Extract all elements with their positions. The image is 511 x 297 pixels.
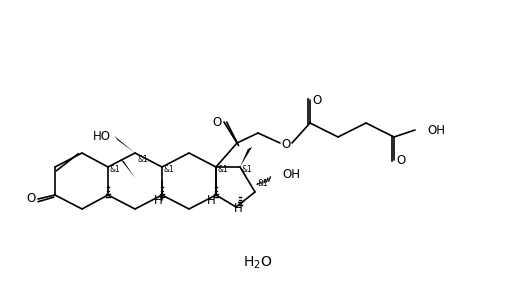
Polygon shape <box>240 147 252 167</box>
Text: &1: &1 <box>241 165 252 175</box>
Text: &1: &1 <box>217 165 228 175</box>
Text: &1: &1 <box>110 165 121 175</box>
Text: H: H <box>154 194 162 206</box>
Text: O: O <box>27 192 36 206</box>
Text: O: O <box>397 154 406 167</box>
Text: H: H <box>234 201 242 214</box>
Text: H$_2$O: H$_2$O <box>243 255 273 271</box>
Polygon shape <box>120 159 135 178</box>
Text: &1: &1 <box>137 156 148 165</box>
Text: O: O <box>282 138 291 151</box>
Text: OH: OH <box>427 124 445 137</box>
Text: HO: HO <box>93 130 111 143</box>
Text: O: O <box>312 94 321 107</box>
Polygon shape <box>114 136 135 153</box>
Text: &1: &1 <box>163 165 174 175</box>
Text: O: O <box>213 116 222 129</box>
Text: H: H <box>206 195 215 208</box>
Text: OH: OH <box>282 168 300 181</box>
Text: &1: &1 <box>257 178 268 187</box>
